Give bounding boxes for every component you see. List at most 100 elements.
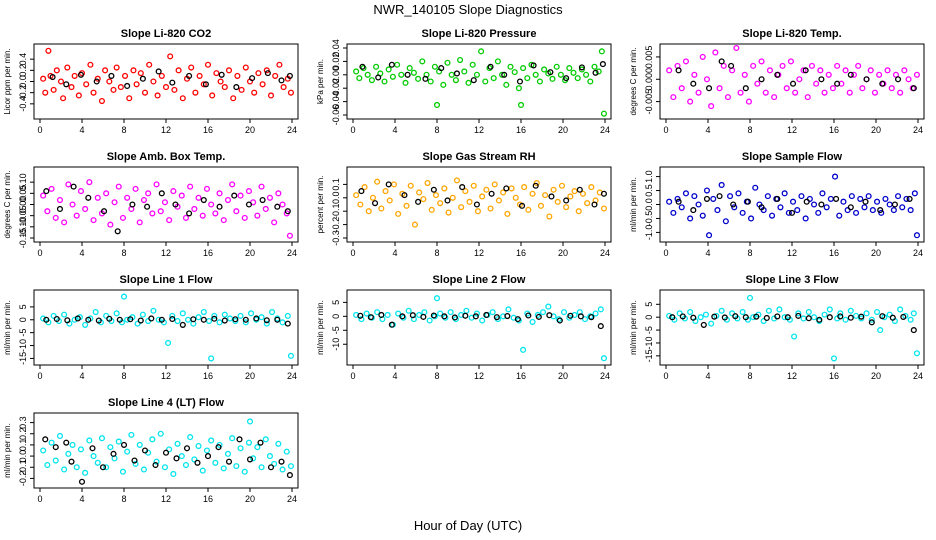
y-tick-label: 0.00	[331, 66, 341, 84]
data-point	[563, 197, 570, 204]
data-point	[700, 321, 707, 328]
data-point	[389, 73, 396, 80]
data-point	[174, 440, 181, 447]
data-point	[200, 81, 207, 88]
data-point	[137, 70, 144, 77]
data-point	[124, 82, 131, 90]
data-point	[588, 314, 595, 321]
data-point	[99, 464, 107, 471]
data-point	[776, 306, 783, 313]
data-point	[169, 79, 176, 86]
data-point	[419, 58, 426, 65]
data-point	[170, 470, 177, 478]
x-tick-label: 0	[350, 371, 355, 381]
data-point	[716, 193, 723, 200]
data-point	[212, 459, 219, 466]
data-point	[212, 210, 219, 217]
data-point	[420, 313, 427, 320]
series-black-points	[49, 68, 293, 91]
data-point	[161, 464, 169, 471]
data-point	[202, 81, 209, 88]
series-colored-points	[40, 418, 295, 478]
data-point	[238, 86, 245, 93]
data-point	[554, 198, 561, 205]
data-point	[879, 313, 886, 320]
data-point	[280, 84, 287, 91]
data-point	[204, 61, 212, 68]
y-tick-label: 5	[18, 304, 28, 309]
data-point	[74, 315, 81, 322]
data-point	[266, 453, 274, 460]
data-point	[216, 190, 223, 197]
y-axis-label: ml/min per min.	[316, 300, 325, 355]
panel-title: Slope Line 3 Flow	[746, 274, 839, 286]
data-point	[107, 444, 114, 451]
y-axis-label: Licor ppm per min.	[3, 48, 12, 114]
data-point	[583, 71, 590, 78]
data-point	[245, 439, 253, 446]
data-point	[886, 201, 893, 208]
data-point	[395, 210, 402, 217]
data-point	[213, 70, 220, 77]
x-tick-label: 0	[37, 371, 42, 381]
data-point	[245, 188, 253, 195]
x-tick-label: 12	[161, 125, 171, 135]
data-point	[402, 79, 409, 86]
data-point	[128, 431, 135, 438]
x-tick-label: 8	[434, 125, 439, 135]
data-point	[818, 76, 825, 83]
data-point	[185, 316, 192, 323]
series-colored-points	[666, 44, 920, 110]
data-point	[472, 313, 479, 320]
x-tick-label: 4	[392, 371, 397, 381]
data-point	[785, 209, 792, 216]
data-point	[90, 217, 97, 224]
x-tick-label: 4	[392, 248, 397, 258]
y-tick-label: 1.0	[644, 170, 654, 183]
data-point	[837, 310, 844, 317]
data-point	[897, 306, 904, 313]
data-point	[191, 456, 198, 463]
data-point	[271, 460, 278, 467]
data-point	[199, 212, 206, 219]
data-point	[587, 78, 594, 85]
y-tick-label: -15	[18, 352, 28, 365]
x-tick-label: 8	[434, 371, 439, 381]
data-point	[279, 466, 286, 473]
panel-title: Slope Line 1 Flow	[120, 274, 213, 286]
data-point	[549, 75, 556, 82]
data-point	[821, 89, 828, 96]
data-point	[826, 314, 833, 321]
data-point	[500, 189, 507, 196]
x-tick-label: 20	[871, 125, 881, 135]
data-point	[139, 311, 146, 318]
data-point	[194, 459, 201, 466]
data-point	[153, 458, 160, 465]
data-point	[571, 188, 578, 195]
data-point	[669, 314, 676, 321]
data-point	[390, 181, 398, 188]
data-point	[584, 200, 591, 207]
data-point	[267, 92, 275, 99]
y-tick-label: -0.1	[18, 459, 28, 475]
data-point	[94, 75, 101, 82]
data-point	[847, 307, 854, 314]
data-point	[469, 61, 476, 68]
data-point	[452, 77, 459, 84]
data-point	[444, 59, 451, 66]
data-point	[52, 444, 59, 451]
y-tick-label: -0.005	[644, 89, 654, 115]
data-point	[208, 437, 215, 444]
y-tick-label: 0	[18, 317, 28, 322]
data-point	[40, 75, 47, 82]
y-tick-label: -0.2	[331, 217, 341, 233]
data-point	[146, 61, 153, 68]
data-point	[695, 201, 702, 208]
data-point	[203, 185, 211, 192]
data-point	[103, 190, 110, 197]
data-point	[375, 74, 382, 81]
data-point	[92, 308, 99, 316]
data-point	[762, 89, 769, 96]
data-point	[705, 232, 713, 239]
series-black-points	[43, 183, 291, 235]
